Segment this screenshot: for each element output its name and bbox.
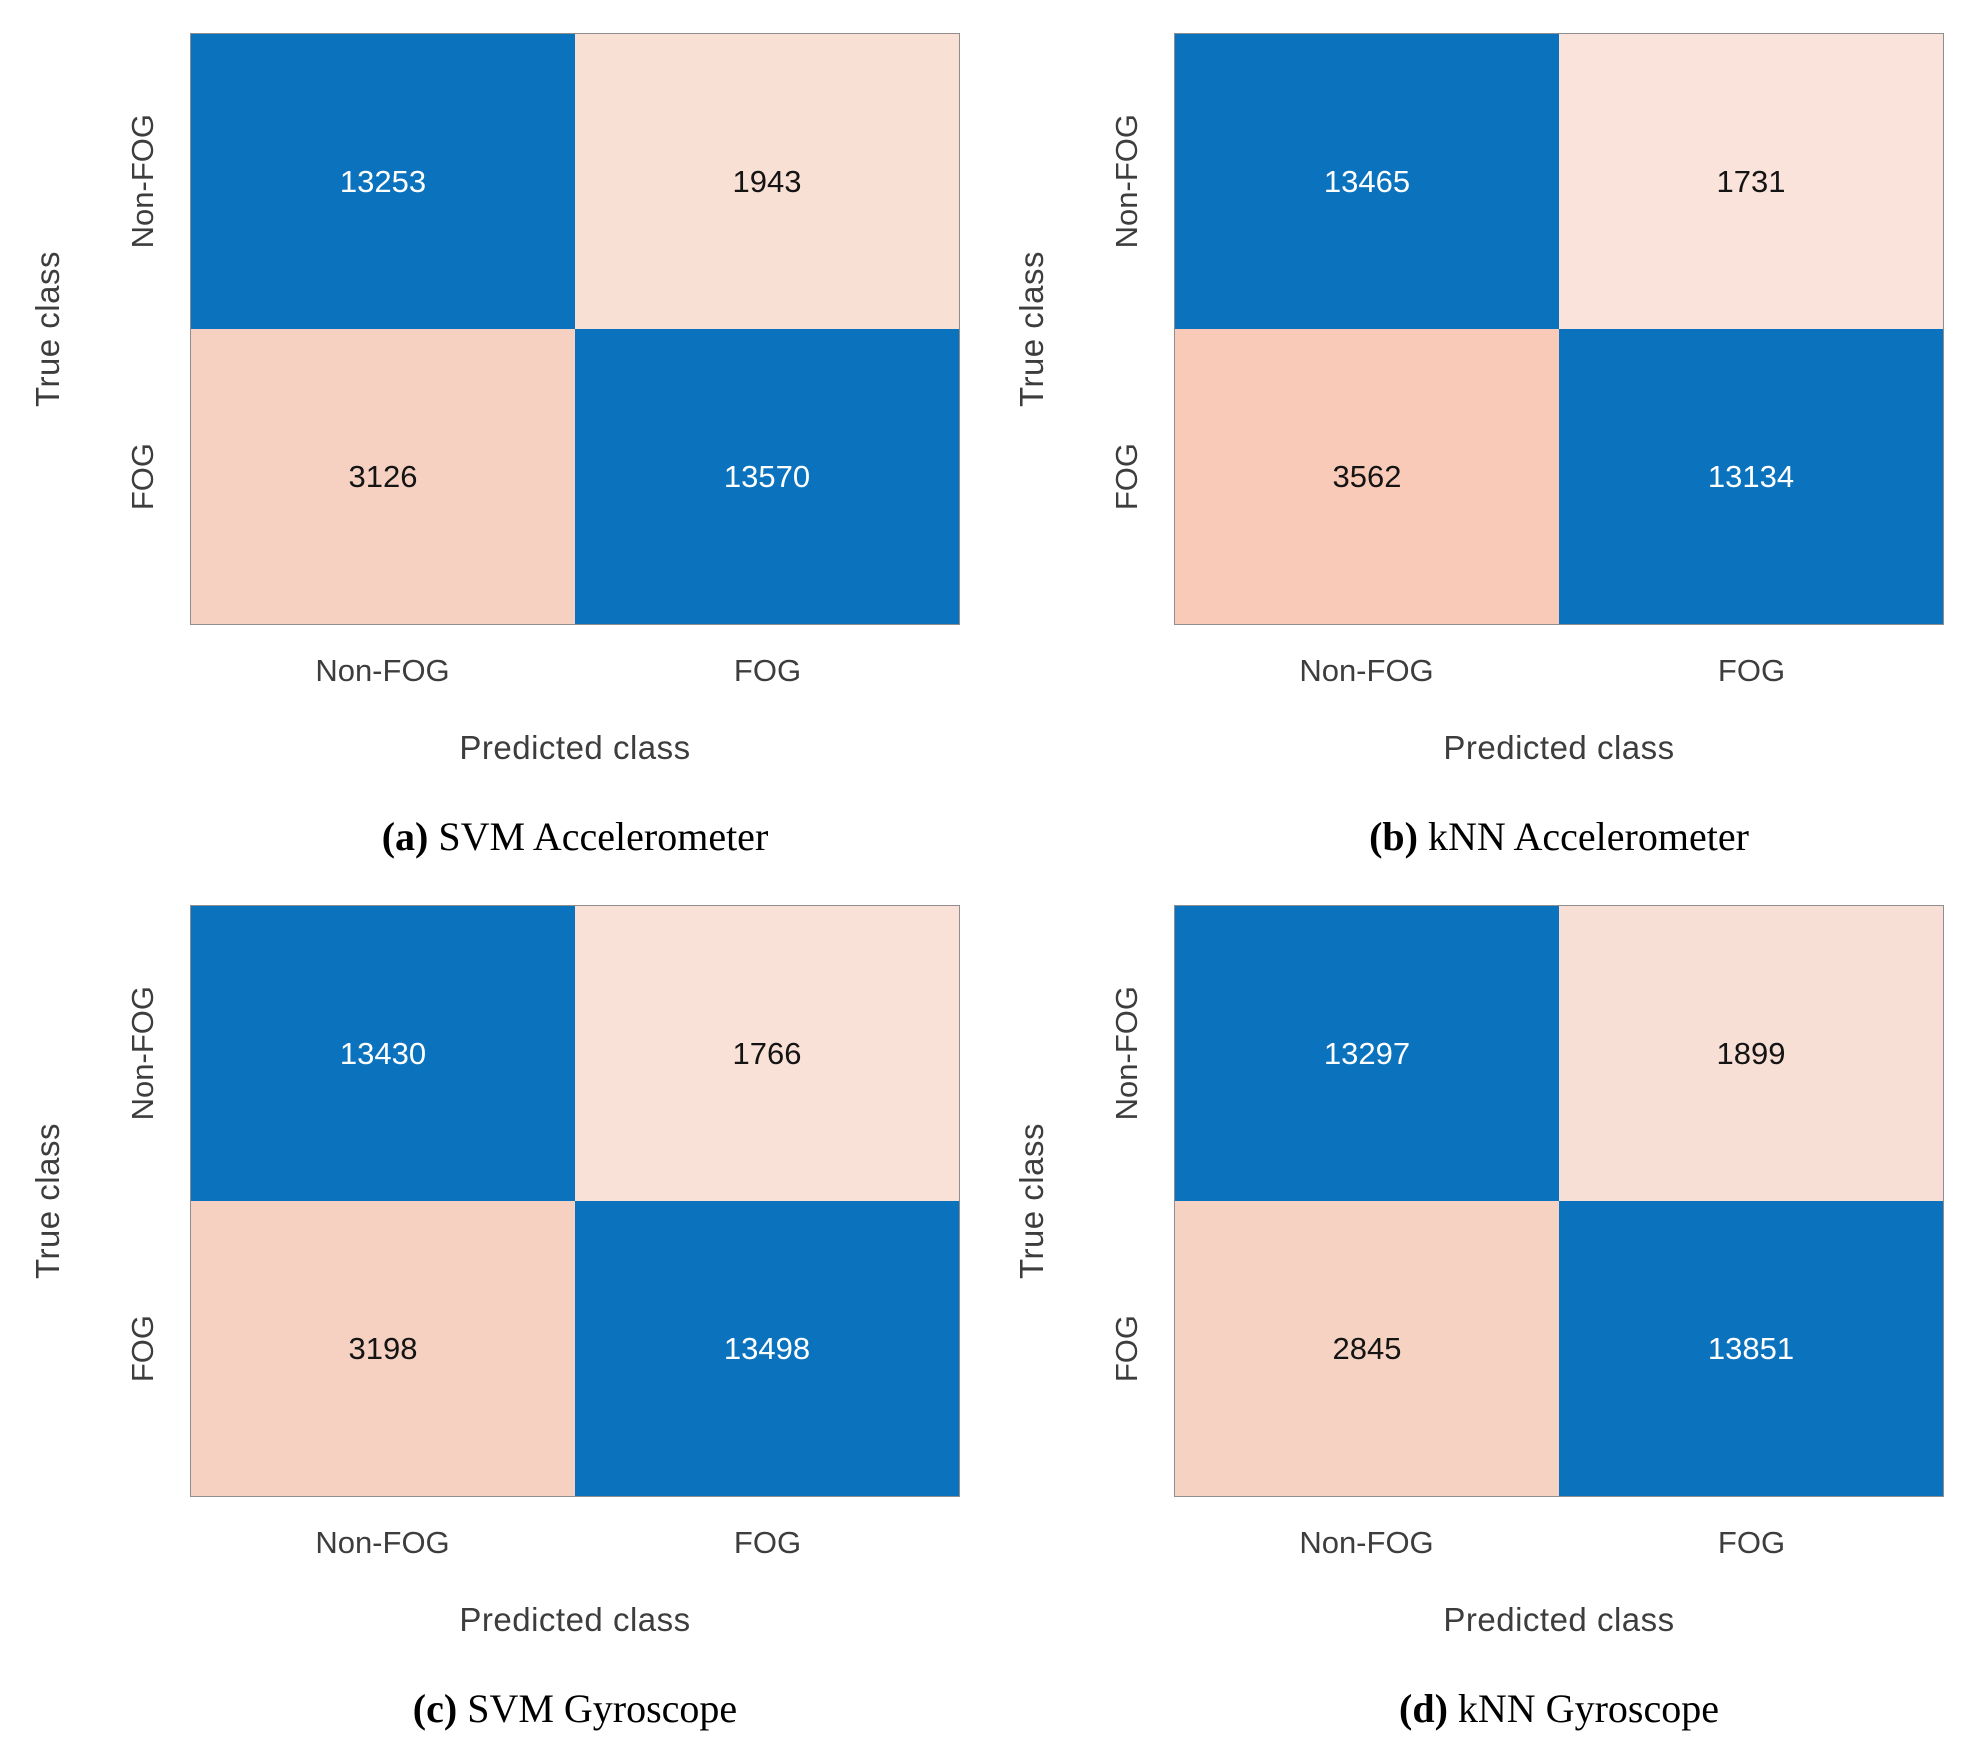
y-axis-label-column: True class	[984, 905, 1080, 1497]
x-tick-row: Non-FOG FOG	[190, 653, 960, 689]
y-axis-label: True class	[1013, 251, 1050, 407]
y-tick-column: Non-FOG FOG	[1080, 33, 1174, 625]
confusion-matrix: 13297 1899 2845 13851	[1174, 905, 1944, 1497]
plot-area-b: True class Non-FOG FOG 13465 1731 3562 1…	[984, 33, 1968, 625]
x-tick-label-fog: FOG	[1717, 653, 1786, 688]
x-axis-label: Predicted class	[459, 729, 691, 766]
x-axis-label: Predicted class	[1443, 1601, 1675, 1638]
y-tick-label-fog: FOG	[1109, 1315, 1144, 1383]
matrix-cell-true-nonfog-pred-fog: 1899	[1559, 906, 1943, 1201]
matrix-cell-true-nonfog-pred-nonfog: 13430	[191, 906, 575, 1201]
x-tick-label-fog: FOG	[733, 1525, 802, 1560]
matrix-cell-true-fog-pred-nonfog: 3126	[191, 329, 575, 624]
confusion-matrix-panel-c: True class Non-FOG FOG 13430 1766 3198 1…	[0, 872, 984, 1743]
x-tick-row: Non-FOG FOG	[190, 1525, 960, 1561]
matrix-cell-true-nonfog-pred-nonfog: 13253	[191, 34, 575, 329]
y-tick-box-fog: FOG	[96, 329, 190, 625]
confusion-matrix-panel-b: True class Non-FOG FOG 13465 1731 3562 1…	[984, 0, 1968, 872]
x-axis-label: Predicted class	[459, 1601, 691, 1638]
y-tick-label-nonfog: Non-FOG	[125, 113, 160, 249]
matrix-cell-true-nonfog-pred-nonfog: 13297	[1175, 906, 1559, 1201]
y-tick-box-nonfog: Non-FOG	[1080, 33, 1174, 329]
plot-area-a: True class Non-FOG FOG 13253 1943 3126 1…	[0, 33, 984, 625]
y-tick-box-fog: FOG	[1080, 1201, 1174, 1497]
matrix-cell-true-fog-pred-fog: 13498	[575, 1201, 959, 1496]
confusion-matrix: 13430 1766 3198 13498	[190, 905, 960, 1497]
x-axis-label-row: Predicted class	[190, 1601, 960, 1641]
x-tick-label-fog: FOG	[1717, 1525, 1786, 1560]
x-axis-label-row: Predicted class	[1174, 1601, 1944, 1641]
y-tick-box-fog: FOG	[96, 1201, 190, 1497]
x-tick-label-fog: FOG	[733, 653, 802, 688]
x-tick-row: Non-FOG FOG	[1174, 653, 1944, 689]
y-axis-label: True class	[1013, 1123, 1050, 1279]
matrix-cell-true-nonfog-pred-fog: 1943	[575, 34, 959, 329]
y-tick-column: Non-FOG FOG	[96, 33, 190, 625]
y-tick-column: Non-FOG FOG	[96, 905, 190, 1497]
x-tick-row: Non-FOG FOG	[1174, 1525, 1944, 1561]
caption-marker: (d)	[1399, 1686, 1448, 1731]
y-tick-box-nonfog: Non-FOG	[96, 33, 190, 329]
y-tick-label-nonfog: Non-FOG	[125, 985, 160, 1121]
confusion-matrix: 13253 1943 3126 13570	[190, 33, 960, 625]
x-axis-label: Predicted class	[1443, 729, 1675, 766]
y-tick-label-fog: FOG	[125, 443, 160, 511]
x-tick-label-nonfog: Non-FOG	[1299, 1525, 1434, 1560]
plot-area-d: True class Non-FOG FOG 13297 1899 2845 1…	[984, 905, 1968, 1497]
panel-caption-b: (b) kNN Accelerometer	[1174, 813, 1944, 860]
y-tick-label-nonfog: Non-FOG	[1109, 113, 1144, 249]
y-axis-label: True class	[29, 1123, 66, 1279]
matrix-cell-true-fog-pred-fog: 13134	[1559, 329, 1943, 624]
y-axis-label-column: True class	[0, 905, 96, 1497]
y-axis-label-column: True class	[984, 33, 1080, 625]
y-tick-box-fog: FOG	[1080, 329, 1174, 625]
confusion-matrix-panel-d: True class Non-FOG FOG 13297 1899 2845 1…	[984, 872, 1968, 1743]
caption-title: kNN Accelerometer	[1427, 814, 1749, 859]
y-tick-label-fog: FOG	[125, 1315, 160, 1383]
confusion-matrix: 13465 1731 3562 13134	[1174, 33, 1944, 625]
matrix-cell-true-fog-pred-fog: 13851	[1559, 1201, 1943, 1496]
matrix-cell-true-nonfog-pred-fog: 1766	[575, 906, 959, 1201]
x-tick-label-nonfog: Non-FOG	[315, 653, 450, 688]
y-tick-label-nonfog: Non-FOG	[1109, 985, 1144, 1121]
y-axis-label: True class	[29, 251, 66, 407]
x-tick-label-nonfog: Non-FOG	[1299, 653, 1434, 688]
y-tick-column: Non-FOG FOG	[1080, 905, 1174, 1497]
matrix-cell-true-fog-pred-nonfog: 2845	[1175, 1201, 1559, 1496]
y-axis-label-column: True class	[0, 33, 96, 625]
y-tick-label-fog: FOG	[1109, 443, 1144, 511]
matrix-cell-true-fog-pred-nonfog: 3198	[191, 1201, 575, 1496]
caption-marker: (b)	[1369, 814, 1418, 859]
confusion-matrix-panel-a: True class Non-FOG FOG 13253 1943 3126 1…	[0, 0, 984, 872]
y-tick-box-nonfog: Non-FOG	[96, 905, 190, 1201]
matrix-cell-true-nonfog-pred-fog: 1731	[1559, 34, 1943, 329]
x-axis-label-row: Predicted class	[190, 729, 960, 769]
matrix-cell-true-fog-pred-nonfog: 3562	[1175, 329, 1559, 624]
plot-area-c: True class Non-FOG FOG 13430 1766 3198 1…	[0, 905, 984, 1497]
caption-title: SVM Gyroscope	[467, 1686, 738, 1731]
caption-marker: (a)	[381, 814, 429, 859]
panel-caption-d: (d) kNN Gyroscope	[1174, 1685, 1944, 1732]
x-tick-label-nonfog: Non-FOG	[315, 1525, 450, 1560]
caption-marker: (c)	[412, 1686, 458, 1731]
caption-title: kNN Gyroscope	[1457, 1686, 1719, 1731]
caption-title: SVM Accelerometer	[438, 814, 769, 859]
y-tick-box-nonfog: Non-FOG	[1080, 905, 1174, 1201]
panel-caption-c: (c) SVM Gyroscope	[190, 1685, 960, 1732]
matrix-cell-true-nonfog-pred-nonfog: 13465	[1175, 34, 1559, 329]
matrix-cell-true-fog-pred-fog: 13570	[575, 329, 959, 624]
x-axis-label-row: Predicted class	[1174, 729, 1944, 769]
panel-caption-a: (a) SVM Accelerometer	[190, 813, 960, 860]
